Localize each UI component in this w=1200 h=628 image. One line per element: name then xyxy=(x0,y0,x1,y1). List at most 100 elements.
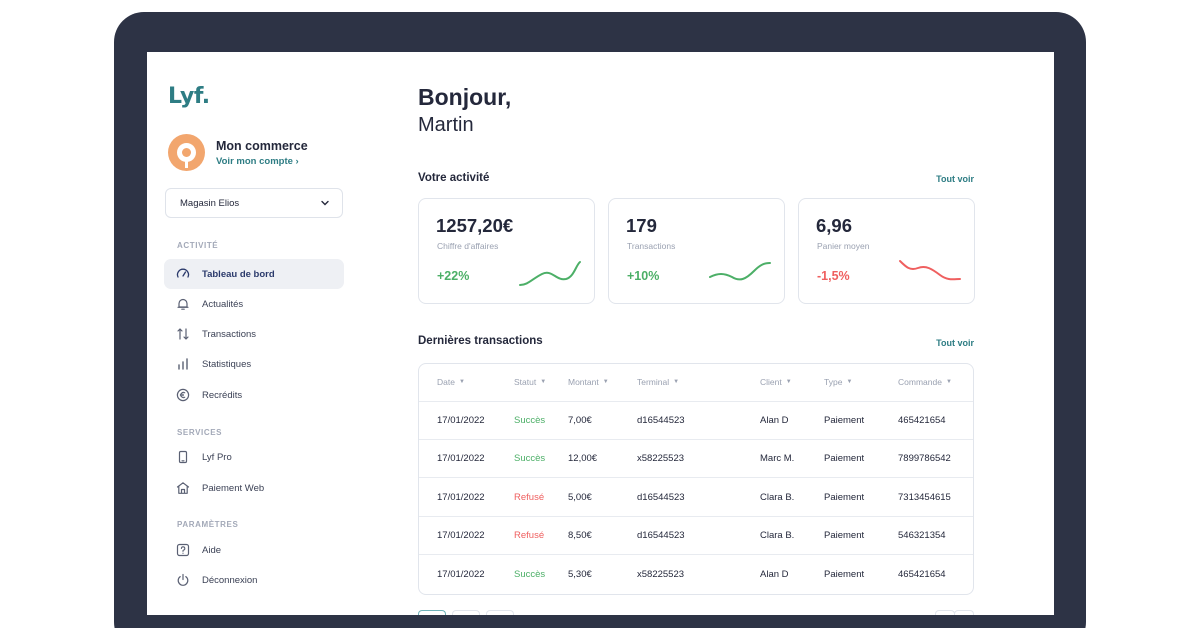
bar-chart-icon xyxy=(176,357,190,371)
greeting-title: Bonjour, xyxy=(418,84,512,110)
cell-terminal: d16544523 xyxy=(637,530,685,542)
cell-status: Succès xyxy=(514,569,546,581)
power-icon xyxy=(176,573,190,587)
sidebar-item-label: Déconnexion xyxy=(202,574,258,586)
kpi-label: Transactions xyxy=(627,241,676,251)
table-row[interactable]: 17/01/2022 Succès 12,00€ x58225523 Marc M. Pa… xyxy=(419,441,973,478)
section-title-parametres: PARAMÈTRES xyxy=(177,520,239,529)
cell-order: 7313454615 xyxy=(898,491,951,503)
cell-client: Clara B. xyxy=(760,491,795,503)
cell-date: 17/01/2022 xyxy=(437,453,485,465)
cell-order: 546321354 xyxy=(898,530,946,542)
column-header-terminal[interactable]: Terminal ▼ xyxy=(637,377,680,388)
caret-down-icon: ▼ xyxy=(540,379,547,386)
kpi-change: -1,5% xyxy=(817,269,850,283)
store-icon xyxy=(176,481,190,495)
column-header-client[interactable]: Client ▼ xyxy=(760,377,792,388)
store-select[interactable]: Magasin Elios xyxy=(165,188,343,218)
account-block[interactable]: Mon commerce Voir mon compte › xyxy=(168,134,308,171)
sidebar-item-news[interactable]: Actualités xyxy=(164,289,344,319)
account-link[interactable]: Voir mon compte › xyxy=(216,155,299,167)
gauge-icon xyxy=(176,267,190,281)
sidebar-item-recredits[interactable]: Recrédits xyxy=(164,380,344,410)
sidebar-item-stats[interactable]: Statistiques xyxy=(164,349,344,379)
kpi-card-transactions[interactable]: 179 Transactions +10% xyxy=(608,198,785,304)
cell-date: 17/01/2022 xyxy=(437,530,485,542)
cell-order: 465421654 xyxy=(898,414,946,426)
caret-down-icon: ▼ xyxy=(602,379,609,386)
cell-order: 465421654 xyxy=(898,569,946,581)
caret-down-icon: ▼ xyxy=(945,379,952,386)
column-header-amount[interactable]: Montant ▼ xyxy=(568,377,609,388)
cell-type: Paiement xyxy=(824,453,865,465)
sidebar-item-logout[interactable]: Déconnexion xyxy=(164,565,344,595)
kpi-label: Panier moyen xyxy=(817,241,870,251)
table-row[interactable]: 17/01/2022 Refusé 5,00€ d16544523 Clara B. Pa… xyxy=(419,479,973,517)
column-header-type[interactable]: Type ▼ xyxy=(824,377,853,388)
greeting-name: Martin xyxy=(418,114,474,136)
phone-icon xyxy=(176,450,190,464)
cell-order: 7899786542 xyxy=(898,453,951,465)
kpi-card-revenue[interactable]: 1257,20€ Chiffre d'affaires +22% xyxy=(418,198,595,304)
sidebar: Lyf. Mon commerce Voir mon compte › Maga… xyxy=(147,52,360,615)
cell-date: 17/01/2022 xyxy=(437,569,485,581)
pagination-page-3[interactable] xyxy=(486,610,514,615)
caret-down-icon: ▼ xyxy=(458,379,465,386)
sidebar-item-lyfpro[interactable]: Lyf Pro xyxy=(164,442,344,472)
column-header-status[interactable]: Statut ▼ xyxy=(514,377,547,388)
pagination-prev-button[interactable] xyxy=(935,610,955,615)
cell-client: Clara B. xyxy=(760,530,795,542)
cell-type: Paiement xyxy=(824,414,865,426)
transactions-see-all-link[interactable]: Tout voir xyxy=(936,338,974,348)
sidebar-item-label: Actualités xyxy=(202,298,244,310)
app-screen: Lyf. Mon commerce Voir mon compte › Maga… xyxy=(147,52,1054,615)
avatar xyxy=(168,134,205,171)
arrows-updown-icon xyxy=(176,327,190,341)
table-row[interactable]: 17/01/2022 Refusé 8,50€ d16544523 Clara B. Pa… xyxy=(419,518,973,555)
transactions-table: Date ▼ Statut ▼ Montant ▼ Terminal ▼ Client ▼… xyxy=(418,363,974,595)
activity-see-all-link[interactable]: Tout voir xyxy=(936,174,974,184)
account-name: Mon commerce xyxy=(216,138,308,153)
cell-status: Refusé xyxy=(514,491,545,503)
sparkline-up-icon xyxy=(709,262,771,281)
cell-type: Paiement xyxy=(824,530,865,542)
store-select-value: Magasin Elios xyxy=(180,197,240,209)
sidebar-item-label: Transactions xyxy=(202,328,257,340)
sidebar-item-label: Paiement Web xyxy=(202,482,265,494)
cell-type: Paiement xyxy=(824,491,865,503)
table-row[interactable]: 17/01/2022 Succès 7,00€ d16544523 Alan D Paie… xyxy=(419,402,973,440)
pagination-page-2[interactable] xyxy=(452,610,480,615)
sidebar-item-label: Tableau de bord xyxy=(202,268,275,280)
cell-terminal: x58225523 xyxy=(637,453,685,465)
sparkline-up-icon xyxy=(519,261,581,286)
column-header-date[interactable]: Date ▼ xyxy=(437,377,465,388)
sidebar-item-label: Recrédits xyxy=(202,389,243,401)
euro-circle-icon xyxy=(176,388,190,402)
greeting: Bonjour, Martin xyxy=(418,84,511,137)
lyf-logo[interactable]: Lyf. xyxy=(168,84,210,109)
cell-date: 17/01/2022 xyxy=(437,414,485,426)
sidebar-item-help[interactable]: Aide xyxy=(164,535,344,565)
cell-status: Refusé xyxy=(514,530,545,542)
sidebar-item-dashboard[interactable]: Tableau de bord xyxy=(164,259,344,289)
caret-down-icon: ▼ xyxy=(673,379,680,386)
kpi-value: 1257,20€ xyxy=(436,215,514,236)
transactions-title: Dernières transactions xyxy=(418,335,543,347)
cell-amount: 5,00€ xyxy=(568,491,592,503)
kpi-card-basket[interactable]: 6,96 Panier moyen -1,5% xyxy=(798,198,975,304)
cell-amount: 12,00€ xyxy=(568,453,598,465)
caret-down-icon: ▼ xyxy=(785,379,792,386)
cell-client: Alan D xyxy=(760,569,789,581)
table-row[interactable]: 17/01/2022 Succès 5,30€ x58225523 Alan D Paie… xyxy=(419,556,973,594)
sidebar-item-transactions[interactable]: Transactions xyxy=(164,319,344,349)
pagination-page-1[interactable] xyxy=(418,610,446,615)
pagination-next-button[interactable] xyxy=(954,610,974,615)
column-header-order[interactable]: Commande ▼ xyxy=(898,377,952,388)
activity-title: Votre activité xyxy=(418,172,490,184)
cell-terminal: x58225523 xyxy=(637,569,685,581)
cell-type: Paiement xyxy=(824,569,865,581)
sidebar-item-label: Lyf Pro xyxy=(202,451,232,463)
sidebar-item-webpay[interactable]: Paiement Web xyxy=(164,473,344,503)
cell-client: Marc M. xyxy=(760,453,795,465)
section-title-services: SERVICES xyxy=(177,428,223,437)
